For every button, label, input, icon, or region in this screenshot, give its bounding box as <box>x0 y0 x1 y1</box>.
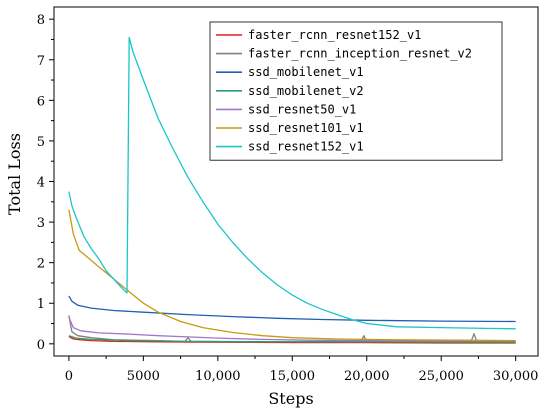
x-tick-label-5: 25,000 <box>418 369 464 384</box>
x-tick-label-0: 0 <box>65 369 73 384</box>
legend: faster_rcnn_resnet152_v1 faster_rcnn_ince… <box>209 21 503 161</box>
axes-layer: 0 5000 10,000 15,000 20,000 25,000 30,000 0 1 2 3 4… <box>37 6 539 384</box>
y-tick-label-3: 3 <box>37 216 45 231</box>
x-tick-label-4: 20,000 <box>344 369 390 384</box>
series-line-4 <box>68 317 516 342</box>
y-tick-label-6: 6 <box>37 94 45 109</box>
y-tick-label-1: 1 <box>37 297 45 312</box>
series-layer <box>68 36 516 344</box>
legend-label-5: ssd_resnet101_v1 <box>248 121 364 135</box>
y-axis-title: Total Loss <box>5 133 24 215</box>
x-tick-label-2: 10,000 <box>195 369 241 384</box>
series-line-5 <box>68 209 516 342</box>
x-tick-label-1: 5000 <box>127 369 160 384</box>
legend-box <box>209 21 503 161</box>
x-tick-label-6: 30,000 <box>493 369 539 384</box>
series-line-0 <box>68 335 516 344</box>
series-line-6 <box>68 36 516 330</box>
series-line-2 <box>68 295 516 323</box>
y-tick-label-0: 0 <box>37 338 45 353</box>
legend-label-6: ssd_resnet152_v1 <box>248 140 364 154</box>
legend-label-3: ssd_mobilenet_v2 <box>248 84 364 98</box>
x-tick-label-3: 15,000 <box>270 369 316 384</box>
legend-label-2: ssd_mobilenet_v1 <box>248 65 364 79</box>
y-tick-label-4: 4 <box>37 176 45 191</box>
legend-label-0: faster_rcnn_resnet152_v1 <box>248 28 421 42</box>
x-axis-title: Steps <box>268 389 313 408</box>
y-tick-label-8: 8 <box>37 13 45 28</box>
legend-label-4: ssd_resnet50_v1 <box>248 102 356 116</box>
series-line-3 <box>68 335 516 343</box>
y-tick-label-7: 7 <box>37 54 45 69</box>
y-tick-label-2: 2 <box>37 257 45 272</box>
y-tick-label-5: 5 <box>37 135 45 150</box>
legend-label-1: faster_rcnn_inception_resnet_v2 <box>248 47 472 61</box>
